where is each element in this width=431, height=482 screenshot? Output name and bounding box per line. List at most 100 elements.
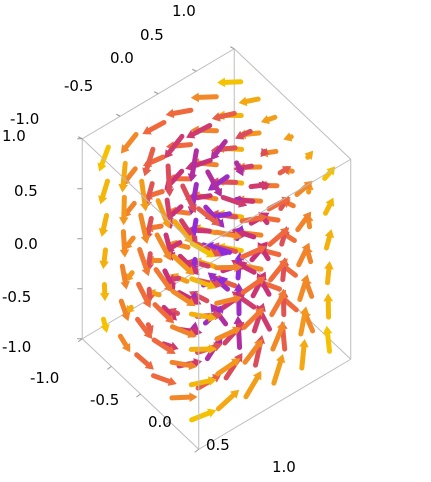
arrow-head	[233, 282, 244, 291]
arrow-head	[300, 274, 310, 284]
arrow-head	[143, 329, 153, 340]
vector-arrow	[171, 253, 195, 276]
arrow-head	[161, 219, 171, 229]
x-tick-mark	[107, 365, 112, 370]
arrow-head	[210, 150, 220, 161]
arrow-head	[256, 276, 266, 286]
arrow-shaft	[188, 377, 215, 388]
arrow-head	[164, 188, 175, 197]
vector-arrow	[165, 107, 194, 119]
arrow-shaft	[205, 169, 222, 196]
vector-arrow	[233, 282, 244, 317]
arrow-head	[234, 262, 243, 273]
arrow-shaft	[139, 178, 148, 210]
vector-arrow	[119, 263, 130, 290]
arrow-head	[232, 326, 242, 336]
arrow-shaft	[299, 341, 307, 371]
arrow-head	[187, 203, 197, 214]
arrow-shaft	[135, 316, 152, 338]
vector-arrow	[269, 289, 287, 318]
vector-arrow	[134, 352, 154, 370]
arrow-head	[207, 376, 217, 386]
arrow-shaft	[189, 409, 215, 423]
x-tick-label: 0.5	[206, 436, 230, 454]
y-tick-mark	[192, 68, 197, 72]
y-tick-label: -1.0	[10, 110, 39, 128]
vector-arrow	[298, 306, 310, 337]
vector-arrow	[214, 326, 242, 342]
arrow-head	[208, 344, 217, 354]
vector-arrow	[118, 160, 128, 193]
arrow-head	[207, 408, 217, 418]
vector-arrow	[196, 206, 221, 226]
arrow-head	[119, 249, 130, 258]
arrow-head	[215, 218, 225, 228]
arrow-shaft	[170, 288, 194, 306]
arrow-shaft	[153, 267, 173, 292]
vector-arrow	[238, 96, 261, 107]
vector-arrow	[188, 344, 217, 354]
vector-arrow	[99, 247, 109, 270]
arrow-shaft	[169, 394, 196, 401]
arrow-head	[98, 195, 108, 205]
arrow-head	[189, 235, 198, 245]
vector-arrow	[220, 194, 248, 208]
arrow-head	[239, 229, 248, 240]
arrow-head	[304, 150, 314, 160]
vector-arrow	[169, 324, 197, 339]
arrow-head	[187, 329, 197, 339]
vector-arrow	[283, 132, 294, 142]
arrow-head	[207, 272, 217, 282]
vector-arrow	[97, 144, 111, 172]
arrow-head	[187, 173, 198, 182]
arrow-shaft	[144, 119, 167, 135]
vector-arrow	[98, 212, 110, 237]
arrow-head	[211, 217, 221, 226]
arrow-head	[205, 248, 216, 258]
arrow-head	[277, 289, 287, 299]
vector-arrow	[187, 148, 199, 182]
arrow-head	[99, 293, 110, 302]
vector-arrow	[240, 276, 266, 295]
vector-arrow	[215, 389, 240, 412]
vector-arrow	[214, 262, 243, 273]
arrow-head	[120, 144, 130, 154]
vector-arrow	[136, 281, 152, 308]
vector-arrow	[117, 333, 131, 353]
arrow-shaft	[239, 245, 265, 260]
axis-ticks	[77, 46, 235, 453]
vector-arrow	[241, 307, 265, 331]
arrow-head	[281, 166, 292, 175]
arrow-shaft	[214, 327, 240, 342]
arrow-head	[125, 304, 135, 314]
arrow-shaft	[167, 107, 194, 117]
arrow-head	[211, 112, 221, 122]
vector-arrow	[214, 294, 243, 306]
arrow-shaft	[215, 358, 239, 377]
box-edge-front	[198, 358, 352, 450]
arrow-shaft	[180, 183, 197, 212]
arrow-head	[99, 260, 109, 270]
vector-arrow	[138, 212, 151, 245]
arrow-head	[257, 245, 267, 254]
vector-arrow	[179, 218, 198, 245]
arrow-shaft	[240, 276, 265, 295]
box-edge-front	[81, 138, 200, 250]
arrow-shaft	[138, 212, 149, 242]
arrow-shaft	[298, 308, 308, 337]
arrow-head	[255, 307, 265, 317]
arrow-head	[118, 184, 128, 193]
arrow-head	[207, 280, 217, 290]
arrow-head	[261, 180, 271, 191]
arrow-head	[144, 360, 154, 370]
arrow-head	[280, 227, 290, 237]
vector-arrow	[242, 338, 263, 365]
vector-arrow	[248, 180, 271, 191]
vector-arrow	[295, 211, 312, 233]
vector-arrow	[271, 354, 286, 386]
vector-arrow	[188, 311, 217, 322]
arrow-shaft	[266, 197, 289, 212]
arrow-shaft	[164, 133, 185, 158]
box-edge-front	[233, 48, 352, 160]
arrow-head	[98, 227, 109, 237]
